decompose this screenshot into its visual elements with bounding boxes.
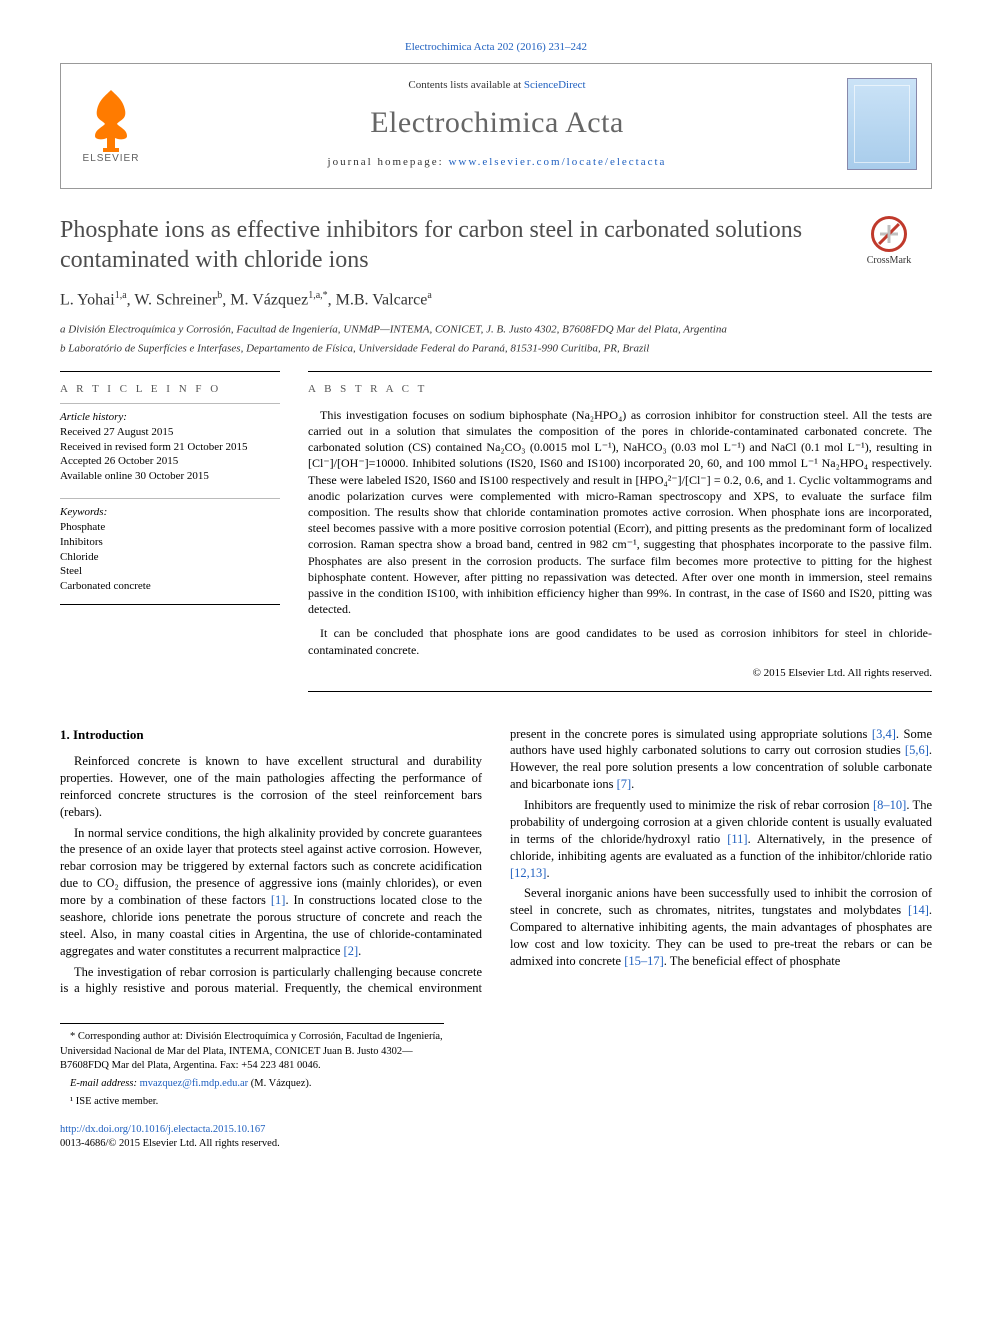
intro-p2: In normal service conditions, the high a… bbox=[60, 825, 482, 960]
journal-name: Electrochimica Acta bbox=[161, 103, 833, 144]
section-heading-intro: 1. Introduction bbox=[60, 726, 482, 744]
abstract-copyright: © 2015 Elsevier Ltd. All rights reserved… bbox=[308, 666, 932, 692]
intro-p4: Inhibitors are frequently used to minimi… bbox=[510, 797, 932, 881]
article-title: Phosphate ions as effective inhibitors f… bbox=[60, 215, 826, 275]
ref-link[interactable]: [7] bbox=[617, 777, 632, 791]
keyword: Inhibitors bbox=[60, 535, 280, 550]
history-label: Article history: bbox=[60, 411, 127, 423]
keywords-label: Keywords: bbox=[60, 506, 107, 518]
p5-text-a: Several inorganic anions have been succe… bbox=[510, 886, 932, 917]
history-item: Accepted 26 October 2015 bbox=[60, 454, 280, 469]
ref-link[interactable]: [8–10] bbox=[873, 798, 906, 812]
abstract-column: A B S T R A C T This investigation focus… bbox=[308, 357, 932, 692]
contents-line-prefix: Contents lists available at bbox=[408, 79, 523, 91]
article-info-column: A R T I C L E I N F O Article history: R… bbox=[60, 357, 280, 692]
ref-link[interactable]: [12,13] bbox=[510, 866, 546, 880]
email-link[interactable]: mvazquez@fi.mdp.edu.ar bbox=[140, 1078, 249, 1089]
ref-link[interactable]: [2] bbox=[344, 944, 359, 958]
keyword: Carbonated concrete bbox=[60, 579, 280, 594]
email-attribution: (M. Vázquez). bbox=[248, 1078, 311, 1089]
ise-member-note: ¹ ISE active member. bbox=[60, 1095, 444, 1109]
article-info-heading: A R T I C L E I N F O bbox=[60, 371, 280, 397]
p3-text-d: . bbox=[631, 777, 634, 791]
elsevier-tree-icon: ELSEVIER bbox=[75, 82, 147, 162]
issn-copyright-line: 0013-4686/© 2015 Elsevier Ltd. All right… bbox=[60, 1137, 932, 1151]
publisher-logo: ELSEVIER bbox=[75, 82, 147, 167]
journal-header-box: ELSEVIER Contents lists available at Sci… bbox=[60, 63, 932, 189]
ref-link[interactable]: [5,6] bbox=[905, 743, 929, 757]
p2-text-c: . bbox=[358, 944, 361, 958]
ref-link[interactable]: [11] bbox=[727, 832, 747, 846]
affiliation-a: a División Electroquímica y Corrosión, F… bbox=[60, 319, 932, 338]
intro-p1: Reinforced concrete is known to have exc… bbox=[60, 753, 482, 821]
sciencedirect-link[interactable]: ScienceDirect bbox=[524, 79, 586, 91]
contents-line: Contents lists available at ScienceDirec… bbox=[161, 78, 833, 93]
top-citation: Electrochimica Acta 202 (2016) 231–242 bbox=[60, 40, 932, 55]
abstract-p2: It can be concluded that phosphate ions … bbox=[308, 625, 932, 657]
p4-text-a: Inhibitors are frequently used to minimi… bbox=[524, 798, 873, 812]
crossmark-icon bbox=[871, 216, 907, 252]
abstract-p1: This investigation focuses on sodium bip… bbox=[308, 407, 932, 617]
homepage-prefix: journal homepage: bbox=[328, 156, 449, 168]
crossmark-badge[interactable]: CrossMark bbox=[846, 215, 932, 269]
p4-text-d: . bbox=[546, 866, 549, 880]
keyword: Chloride bbox=[60, 550, 280, 565]
keyword: Phosphate bbox=[60, 520, 280, 535]
homepage-link[interactable]: www.elsevier.com/locate/electacta bbox=[448, 156, 666, 168]
doi-block: http://dx.doi.org/10.1016/j.electacta.20… bbox=[60, 1123, 932, 1151]
keyword: Steel bbox=[60, 564, 280, 579]
journal-cover-thumbnail bbox=[847, 78, 917, 170]
affiliations: a División Electroquímica y Corrosión, F… bbox=[60, 319, 932, 357]
keywords-block: Keywords: Phosphate Inhibitors Chloride … bbox=[60, 498, 280, 594]
history-item: Available online 30 October 2015 bbox=[60, 469, 280, 484]
top-citation-link[interactable]: Electrochimica Acta 202 (2016) 231–242 bbox=[405, 41, 587, 53]
doi-link[interactable]: http://dx.doi.org/10.1016/j.electacta.20… bbox=[60, 1124, 265, 1135]
svg-text:ELSEVIER: ELSEVIER bbox=[83, 153, 140, 162]
homepage-line: journal homepage: www.elsevier.com/locat… bbox=[161, 155, 833, 170]
abstract-heading: A B S T R A C T bbox=[308, 371, 932, 397]
history-item: Received 27 August 2015 bbox=[60, 425, 280, 440]
intro-p5: Several inorganic anions have been succe… bbox=[510, 885, 932, 969]
affiliation-b: b Laboratório de Superfícies e Interfase… bbox=[60, 338, 932, 357]
ref-link[interactable]: [15–17] bbox=[624, 954, 664, 968]
body-two-column: 1. Introduction Reinforced concrete is k… bbox=[60, 726, 932, 998]
ref-link[interactable]: [3,4] bbox=[872, 727, 896, 741]
email-label: E-mail address: bbox=[70, 1078, 140, 1089]
ref-link[interactable]: [14] bbox=[908, 903, 929, 917]
corresponding-author-note: * Corresponding author at: División Elec… bbox=[60, 1030, 444, 1073]
history-item: Received in revised form 21 October 2015 bbox=[60, 440, 280, 455]
crossmark-label: CrossMark bbox=[867, 254, 911, 268]
footnotes: * Corresponding author at: División Elec… bbox=[60, 1023, 444, 1109]
p5-text-c: . The beneficial effect of phosphate bbox=[664, 954, 841, 968]
ref-link[interactable]: [1] bbox=[271, 893, 286, 907]
article-history: Article history: Received 27 August 2015… bbox=[60, 403, 280, 484]
email-line: E-mail address: mvazquez@fi.mdp.edu.ar (… bbox=[60, 1077, 444, 1091]
authors-line: L. Yohai1,a, W. Schreinerb, M. Vázquez1,… bbox=[60, 289, 932, 311]
